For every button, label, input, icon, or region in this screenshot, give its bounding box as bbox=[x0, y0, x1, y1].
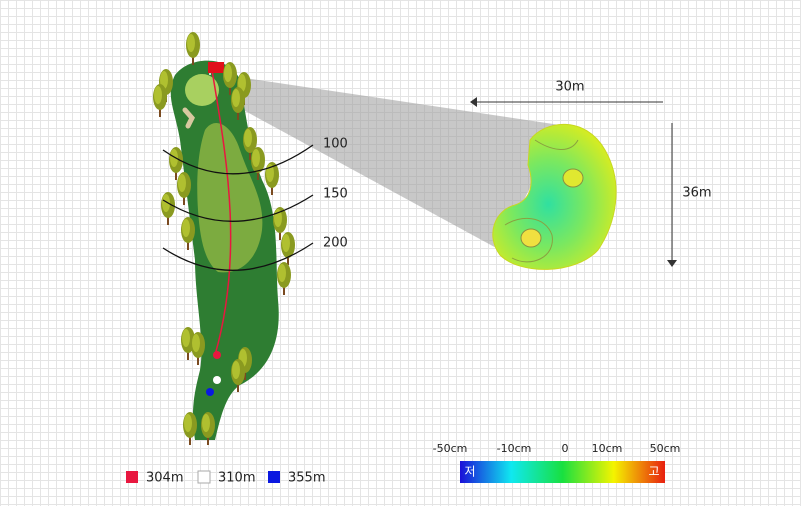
bunker bbox=[182, 107, 195, 129]
tree bbox=[153, 84, 167, 117]
tree bbox=[281, 232, 295, 265]
tree bbox=[251, 147, 265, 180]
zoom-cone bbox=[225, 75, 560, 250]
tee-marker bbox=[213, 376, 221, 384]
distance-label: 200 bbox=[323, 236, 348, 251]
scale-tick-label: -10cm bbox=[497, 442, 532, 455]
distance-arc bbox=[162, 194, 314, 222]
tree bbox=[181, 217, 195, 250]
arrow-head bbox=[667, 260, 677, 267]
arrow-head bbox=[470, 97, 477, 107]
tee-marker bbox=[206, 388, 214, 396]
contour bbox=[520, 228, 542, 248]
green bbox=[185, 74, 219, 106]
tree bbox=[186, 32, 200, 65]
contour bbox=[534, 139, 579, 150]
tree bbox=[183, 412, 197, 445]
height-label: 36m bbox=[682, 186, 711, 201]
scale-tick-label: 0 bbox=[562, 442, 569, 455]
tee-marker bbox=[213, 351, 221, 359]
scale-low: 저 bbox=[464, 465, 475, 479]
scale-high: 고 bbox=[648, 465, 659, 479]
legend-swatch bbox=[126, 471, 138, 483]
tree bbox=[169, 147, 183, 180]
scale-tick-label: -50cm bbox=[433, 442, 468, 455]
shot-line bbox=[211, 69, 232, 356]
scale-tick-label: 10cm bbox=[592, 442, 623, 455]
tree bbox=[223, 62, 237, 95]
distance-label: 100 bbox=[323, 137, 348, 152]
distance-label: 150 bbox=[323, 187, 348, 202]
legend-label: 304m bbox=[146, 471, 183, 486]
legend-swatch bbox=[268, 471, 280, 483]
tree bbox=[191, 332, 205, 365]
tree bbox=[201, 412, 215, 445]
contour bbox=[562, 168, 584, 188]
color-scale bbox=[460, 461, 665, 483]
tree bbox=[243, 127, 257, 160]
scale-tick-label: 50cm bbox=[650, 442, 681, 455]
tree bbox=[231, 359, 245, 392]
distance-arc bbox=[162, 242, 314, 271]
tree bbox=[161, 192, 175, 225]
tree bbox=[177, 172, 191, 205]
legend-label: 310m bbox=[218, 471, 255, 486]
flag bbox=[208, 62, 224, 73]
legend-swatch bbox=[197, 470, 211, 484]
legend-label: 355m bbox=[288, 471, 325, 486]
tree bbox=[277, 262, 291, 295]
distance-arc bbox=[162, 144, 314, 175]
contour bbox=[504, 217, 553, 263]
tree bbox=[231, 87, 245, 120]
width-label: 30m bbox=[555, 80, 584, 95]
